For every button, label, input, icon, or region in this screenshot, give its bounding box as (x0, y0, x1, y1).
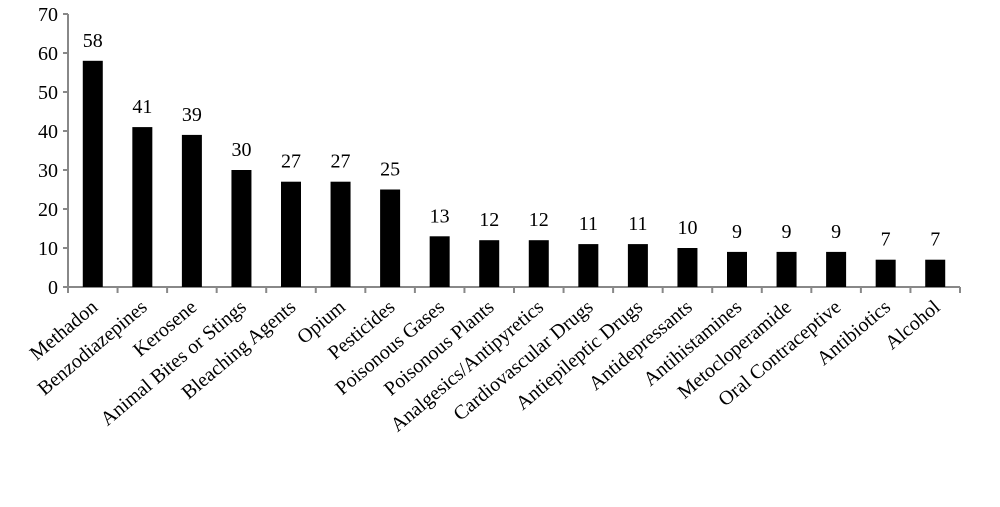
bar (181, 134, 202, 287)
bar (826, 251, 847, 287)
bar (776, 251, 797, 287)
data-label: 39 (182, 104, 202, 126)
bar (578, 244, 599, 287)
data-label: 9 (831, 221, 841, 243)
bar (281, 181, 301, 287)
y-tick-label: 0 (48, 277, 58, 299)
data-label: 30 (231, 139, 251, 161)
data-label: 9 (732, 221, 742, 243)
bar (875, 259, 896, 287)
data-label: 25 (380, 159, 400, 181)
bar (479, 240, 500, 287)
bar (429, 236, 450, 287)
y-tick-label: 10 (38, 238, 58, 260)
y-tick-label: 70 (38, 4, 58, 26)
data-label: 7 (881, 229, 891, 251)
bar (82, 60, 103, 287)
data-label: 10 (677, 217, 697, 239)
data-label: 12 (529, 209, 549, 231)
data-label: 7 (930, 229, 940, 251)
bar (330, 181, 351, 287)
bar (132, 127, 153, 287)
data-label: 41 (132, 96, 152, 118)
data-label: 13 (430, 205, 450, 227)
bar (528, 240, 549, 287)
y-tick-label: 30 (38, 160, 58, 182)
data-label: 12 (479, 209, 499, 231)
data-label: 27 (281, 151, 301, 173)
bar (380, 189, 401, 287)
x-tick-label: Alcohol (881, 296, 945, 355)
y-tick-label: 40 (38, 121, 58, 143)
bar (727, 251, 747, 287)
bar (925, 259, 946, 287)
data-label: 58 (83, 30, 103, 52)
y-tick-label: 20 (38, 199, 58, 221)
bar (677, 248, 698, 287)
data-label: 9 (782, 221, 792, 243)
y-tick-label: 50 (38, 82, 58, 104)
bar (627, 244, 648, 287)
data-label: 11 (628, 213, 647, 235)
data-label: 27 (331, 151, 351, 173)
data-label: 11 (579, 213, 598, 235)
y-tick-label: 60 (38, 43, 58, 65)
bar (231, 170, 252, 287)
